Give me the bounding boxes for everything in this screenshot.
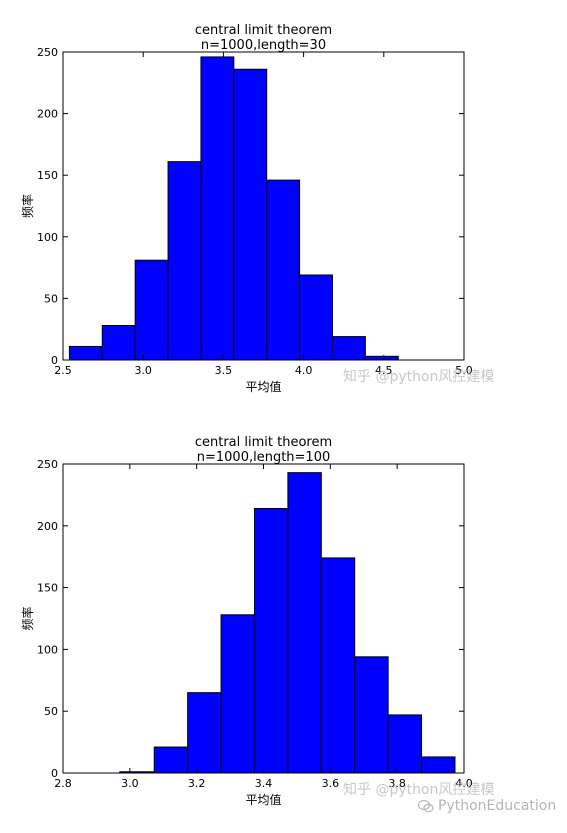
histogram-bar: [266, 179, 301, 361]
y-axis-label: 频率: [20, 194, 35, 218]
x-tick-label: 3.6: [322, 777, 340, 790]
histogram-bar: [387, 714, 423, 774]
x-tick-label: 4.0: [295, 364, 313, 377]
histogram-bar: [233, 68, 268, 361]
y-axis-label: 频率: [20, 606, 35, 630]
histogram-bar: [331, 336, 366, 361]
histogram-bar: [364, 355, 399, 361]
y-tick-label: 50: [44, 705, 58, 718]
histogram-bar: [220, 614, 255, 774]
y-tick-label: 100: [37, 643, 58, 656]
histogram-bar: [101, 325, 136, 361]
chart-title: central limit theorem: [195, 435, 332, 450]
histogram-bar: [167, 161, 202, 361]
y-tick-label: 50: [44, 292, 58, 305]
y-tick-label: 100: [37, 231, 58, 244]
x-axis-label: 平均值: [245, 792, 281, 807]
x-tick-label: 3.2: [188, 777, 206, 790]
y-tick-label: 150: [37, 582, 58, 595]
x-tick-label: 2.5: [54, 364, 72, 377]
histogram-bar: [200, 56, 235, 361]
histogram-bar: [421, 756, 456, 774]
histogram-bar: [299, 274, 333, 361]
x-tick-label: 5.0: [455, 364, 473, 377]
x-tick-label: 4.5: [375, 364, 393, 377]
x-tick-label: 3.4: [255, 777, 273, 790]
histogram-bar: [253, 507, 289, 774]
histogram-bar: [153, 746, 189, 774]
chart-title: central limit theorem: [195, 23, 332, 38]
y-tick-label: 150: [37, 169, 58, 182]
histogram-bar: [187, 692, 222, 774]
x-axis-label: 平均值: [245, 379, 281, 394]
histogram-chart-length-100: 2.8 3.0 3.2 3.4 3.6 3.8 4.0 0 50 100 150 200 250 cent…: [20, 435, 473, 807]
histogram-bar: [320, 557, 356, 774]
y-tick-label: 250: [37, 458, 58, 471]
zhihu-watermark: 知乎 @python风控建模: [343, 782, 495, 798]
y-tick-label: 0: [51, 767, 58, 780]
x-tick-label: 3.0: [121, 777, 139, 790]
histogram-bar: [354, 656, 389, 774]
histogram-chart-length-30: 2.5 3.0 3.5 4.0 4.5 5.0 0 50 100 150 200 250 central…: [20, 23, 473, 394]
y-tick-label: 200: [37, 108, 58, 121]
histogram-bar: [287, 472, 322, 774]
wechat-watermark: PythonEducation: [418, 798, 556, 814]
histogram-bar: [134, 259, 169, 361]
wechat-watermark-text: PythonEducation: [438, 798, 557, 814]
x-tick-label: 3.8: [388, 777, 406, 790]
y-tick-label: 250: [37, 46, 58, 59]
plot-frame: [62, 51, 465, 361]
x-tick-label: 4.0: [455, 777, 473, 790]
y-tick-label: 200: [37, 520, 58, 533]
x-tick-label: 2.8: [54, 777, 72, 790]
chart-subtitle: n=1000,length=30: [201, 38, 326, 53]
y-tick-label: 0: [51, 354, 58, 367]
x-tick-label: 3.0: [134, 364, 152, 377]
wechat-icon: [418, 799, 434, 813]
x-tick-label: 3.5: [215, 364, 233, 377]
histogram-bar: [68, 345, 103, 361]
chart-subtitle: n=1000,length=100: [197, 450, 331, 465]
zhihu-watermark: 知乎 @python风控建模: [343, 369, 495, 385]
